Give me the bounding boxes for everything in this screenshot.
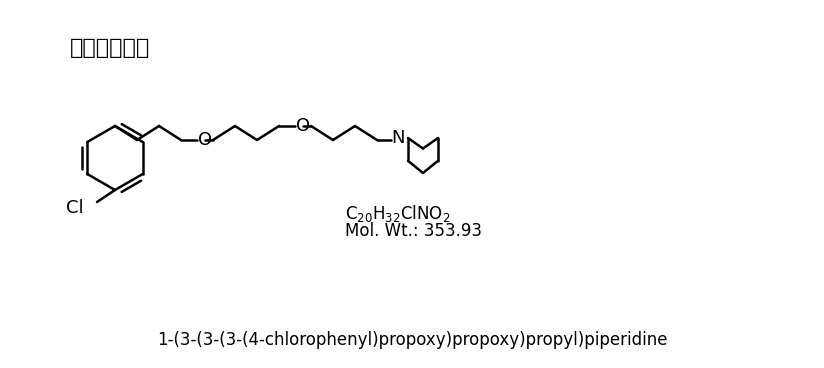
Text: 1-(3-(3-(3-(4-chlorophenyl)propoxy)propoxy)propyl)piperidine: 1-(3-(3-(3-(4-chlorophenyl)propoxy)propo… bbox=[157, 331, 667, 349]
Text: Cl: Cl bbox=[66, 199, 84, 217]
Text: C$_{20}$H$_{32}$ClNO$_{2}$: C$_{20}$H$_{32}$ClNO$_{2}$ bbox=[345, 202, 450, 223]
Text: Mol. Wt.: 353.93: Mol. Wt.: 353.93 bbox=[345, 222, 482, 240]
Text: O: O bbox=[198, 131, 212, 149]
Text: N: N bbox=[391, 129, 405, 147]
Text: O: O bbox=[296, 117, 310, 135]
Text: 北京药素产品: 北京药素产品 bbox=[70, 38, 150, 58]
